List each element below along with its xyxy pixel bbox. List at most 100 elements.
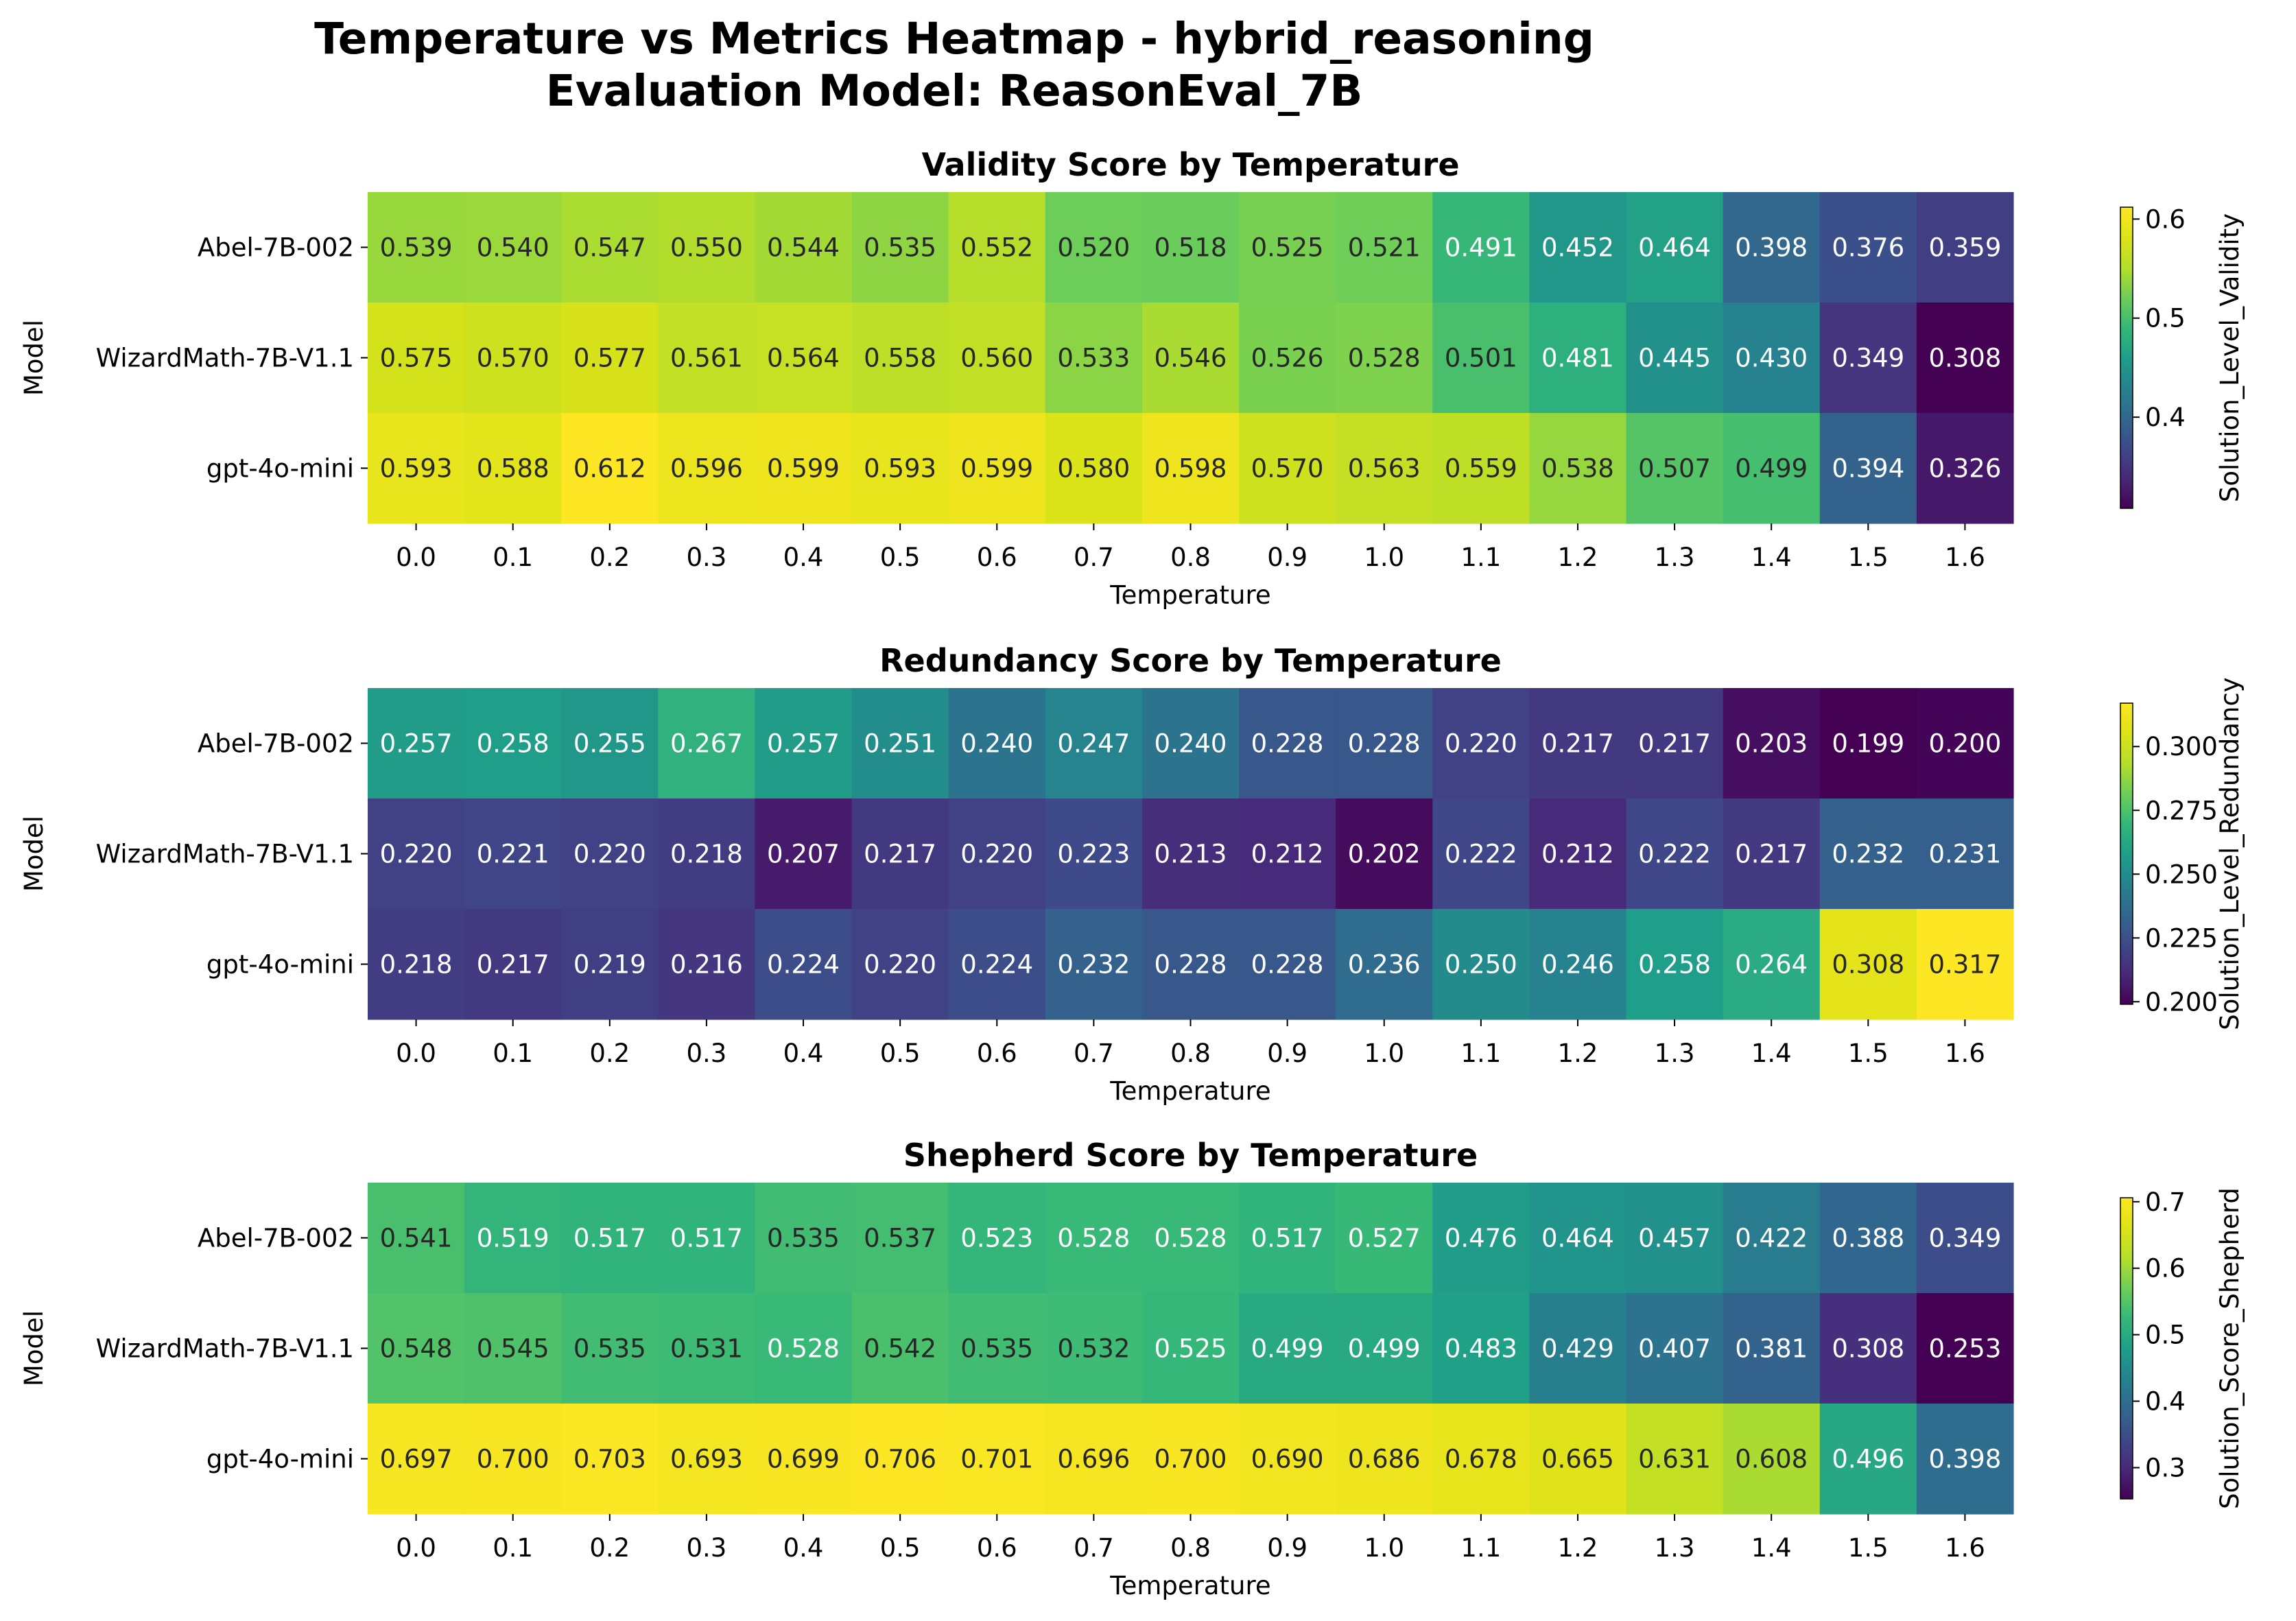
heatmap-cell [368, 1404, 465, 1515]
heatmap-cell [1336, 1404, 1433, 1515]
cell-label: 0.535 [960, 1334, 1033, 1364]
cell-label: 0.308 [1832, 1334, 1904, 1364]
cell-label: 0.544 [767, 233, 840, 263]
x-tick-label: 0.9 [1267, 1533, 1307, 1563]
heatmap-cell [1239, 909, 1336, 1020]
cell-label: 0.203 [1735, 729, 1808, 759]
cell-label: 0.257 [380, 729, 453, 759]
x-tick-label: 1.4 [1751, 1039, 1792, 1068]
colorbar-tick-label: 0.7 [2145, 1187, 2186, 1217]
heatmap-cell [1336, 1183, 1433, 1294]
cell-label: 0.258 [477, 729, 549, 759]
cell-label: 0.430 [1735, 344, 1808, 373]
cell-label: 0.476 [1445, 1224, 1517, 1253]
cell-label: 0.317 [1928, 950, 2001, 980]
cell-label: 0.700 [477, 1445, 549, 1474]
x-tick-label: 1.6 [1945, 543, 1985, 572]
heatmap-cell [1529, 192, 1627, 303]
y-tick-label: WizardMath-7B-V1.1 [96, 840, 354, 869]
x-tick-label: 0.5 [880, 1533, 921, 1563]
heatmap-cell [658, 798, 756, 910]
cell-label: 0.532 [1057, 1334, 1130, 1364]
heatmap-cell [368, 688, 465, 799]
heatmap-cell [658, 413, 756, 524]
cell-label: 0.531 [670, 1334, 743, 1364]
x-tick-label: 1.3 [1655, 1039, 1695, 1068]
heatmap-cell [1432, 688, 1530, 799]
cell-label: 0.221 [477, 840, 549, 869]
heatmap-cell [1626, 798, 1724, 910]
heatmap-cell [1045, 1183, 1143, 1294]
x-tick-label: 0.6 [977, 543, 1017, 572]
heatmap-cell [1723, 1404, 1821, 1515]
heatmap-cell [1529, 688, 1627, 799]
heatmap-cell [1432, 798, 1530, 910]
cell-label: 0.388 [1832, 1224, 1904, 1253]
heatmap-cell [948, 688, 1046, 799]
x-tick-label: 0.2 [589, 1039, 630, 1068]
cell-label: 0.481 [1541, 344, 1614, 373]
colorbar-tick-label: 0.250 [2145, 860, 2218, 889]
heatmap-cell [1239, 303, 1336, 414]
x-tick-label: 0.2 [589, 1533, 630, 1563]
colorbar-tick-label: 0.5 [2145, 1321, 2186, 1350]
y-tick-label: gpt-4o-mini [206, 1445, 354, 1474]
cell-label: 0.217 [477, 950, 549, 980]
cell-label: 0.550 [670, 233, 743, 263]
x-tick-label: 1.1 [1460, 1039, 1501, 1068]
cell-label: 0.220 [573, 840, 646, 869]
cell-label: 0.247 [1057, 729, 1130, 759]
cell-label: 0.219 [573, 950, 646, 980]
heatmap-cell [1239, 798, 1336, 910]
cell-label: 0.686 [1348, 1445, 1421, 1474]
heatmap-cell [368, 413, 465, 524]
cell-label: 0.253 [1928, 1334, 2001, 1364]
heatmap-cell [1239, 1404, 1336, 1515]
heatmap-cell [1723, 192, 1821, 303]
cell-label: 0.496 [1832, 1445, 1904, 1474]
cell-label: 0.381 [1735, 1334, 1808, 1364]
heatmap-cell [561, 192, 659, 303]
cell-label: 0.518 [1155, 233, 1227, 263]
heatmap-cell [1626, 303, 1724, 414]
panel-title: Validity Score by Temperature [921, 146, 1459, 183]
cell-label: 0.349 [1928, 1224, 2001, 1253]
cell-label: 0.527 [1348, 1224, 1421, 1253]
cell-label: 0.251 [864, 729, 936, 759]
x-tick-label: 0.8 [1170, 1039, 1211, 1068]
heatmap-cell [1529, 413, 1627, 524]
heatmap-cell [1819, 798, 1917, 910]
heatmap-cell [851, 1183, 949, 1294]
cell-label: 0.250 [1445, 950, 1517, 980]
heatmap-cell [948, 909, 1046, 1020]
heatmap-cell [1916, 303, 2014, 414]
heatmap-panels: Validity Score by Temperature 0.539 0.540 0… [19, 146, 2245, 1600]
cell-label: 0.588 [477, 454, 549, 484]
colorbar-tick-label: 0.200 [2145, 987, 2218, 1017]
cell-label: 0.232 [1057, 950, 1130, 980]
cell-label: 0.539 [380, 233, 453, 263]
heatmap-cell [755, 798, 853, 910]
heatmap-cell [368, 303, 465, 414]
cell-label: 0.548 [380, 1334, 453, 1364]
heatmap-cell [1432, 1183, 1530, 1294]
colorbar-tick-label: 0.300 [2145, 732, 2218, 761]
x-tick-label: 0.9 [1267, 1039, 1307, 1068]
y-axis-label: Model [19, 320, 49, 396]
x-tick-label: 1.3 [1655, 543, 1695, 572]
x-tick-label: 1.5 [1848, 543, 1889, 572]
heatmap-cell [1045, 1293, 1143, 1404]
heatmap-cell [1723, 303, 1821, 414]
cell-label: 0.224 [960, 950, 1033, 980]
heatmap-cell [755, 1404, 853, 1515]
heatmap-cell [755, 192, 853, 303]
heatmap-cell [1626, 413, 1724, 524]
colorbar-label: Solution_Level_Redundancy [2215, 677, 2245, 1030]
y-tick-label: WizardMath-7B-V1.1 [96, 1334, 354, 1364]
cell-label: 0.457 [1638, 1224, 1711, 1253]
x-tick-label: 0.4 [783, 1039, 824, 1068]
colorbar-tick-label: 0.6 [2145, 204, 2186, 234]
x-tick-label: 1.6 [1945, 1533, 1985, 1563]
cell-label: 0.213 [1155, 840, 1227, 869]
x-tick-label: 0.4 [783, 1533, 824, 1563]
